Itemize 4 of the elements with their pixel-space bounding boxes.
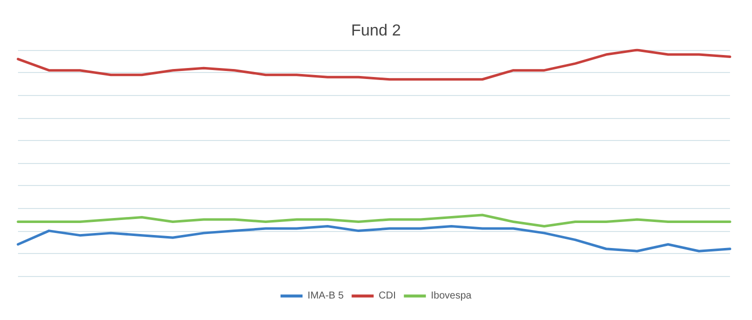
legend-label: IMA-B 5 bbox=[308, 290, 344, 302]
legend-label: CDI bbox=[378, 290, 396, 302]
chart-title: Fund 2 bbox=[351, 22, 402, 40]
legend-label: Ibovespa bbox=[430, 290, 472, 302]
